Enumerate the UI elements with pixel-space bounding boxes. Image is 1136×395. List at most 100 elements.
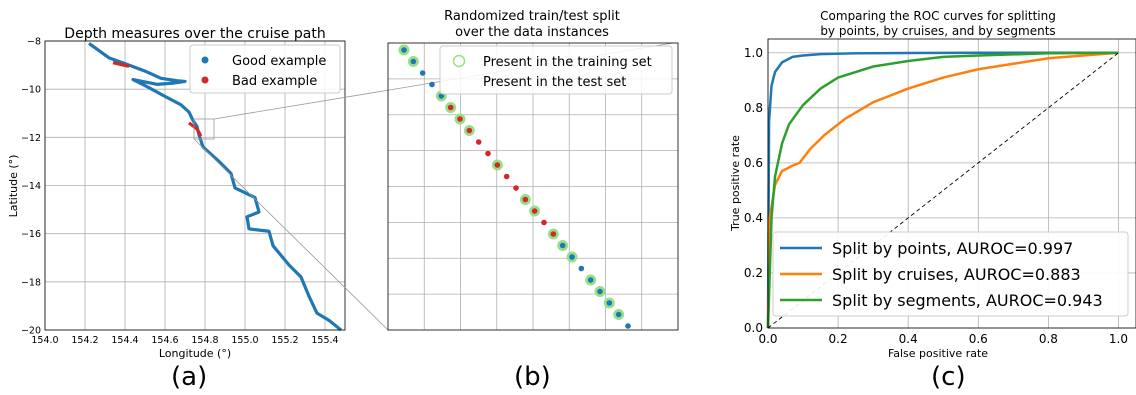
x-tick-label: 154.8 <box>191 335 218 346</box>
data-point <box>475 139 482 145</box>
chart-a-legend-box <box>189 44 341 94</box>
caption-b: (b) <box>514 362 551 392</box>
y-tick-label: 0.4 <box>744 211 763 225</box>
y-tick-label: 1.0 <box>744 46 763 60</box>
data-point <box>522 196 529 203</box>
chart-b-title-line1: Randomized train/test split <box>444 9 620 24</box>
x-tick-label: 155.4 <box>311 335 338 346</box>
chart-c-title-line1: Comparing the ROC curves for splitting <box>820 9 1056 23</box>
y-tick-label: 0.6 <box>744 156 763 170</box>
y-tick-label: −14 <box>21 181 41 192</box>
chance-diagonal <box>767 52 1119 329</box>
x-tick-label: 1.0 <box>1109 332 1128 346</box>
x-tick-label: 0.2 <box>829 332 848 346</box>
data-point <box>447 104 454 111</box>
data-point <box>559 242 566 249</box>
data-point <box>513 185 519 191</box>
y-tick-label: −20 <box>21 326 41 337</box>
panel-a: Depth measures over the cruise path 154.… <box>7 26 346 360</box>
chart-a-frame <box>44 40 346 331</box>
chart-b-points <box>398 44 631 329</box>
data-point <box>569 254 575 260</box>
chart-a-ticks: 154.0 154.2 154.4 154.6 154.8 155.0 155.2 155.4… <box>21 37 339 347</box>
zoom-line-bottom <box>193 138 389 331</box>
chart-a-title: Depth measures over the cruise path <box>64 26 325 42</box>
legend-label-good: Good example <box>232 54 326 69</box>
chart-c-legend: Split by points, AUROC=0.997 Split by cr… <box>772 231 1129 317</box>
chart-c-series <box>766 51 1119 329</box>
chart-b-legend: Present in the training set Present in t… <box>439 45 673 95</box>
y-tick-label: −18 <box>21 277 41 288</box>
x-tick-label: 0.0 <box>758 332 777 346</box>
data-point <box>401 47 407 53</box>
x-tick-label: 154.2 <box>71 335 98 346</box>
panel-b: Randomized train/test split over the dat… <box>387 9 679 331</box>
x-tick-label: 155.0 <box>231 335 258 346</box>
x-tick-label: 0.6 <box>969 332 988 346</box>
y-tick-label: 0.8 <box>744 101 763 115</box>
chart-b-frame <box>387 42 679 331</box>
roc-curve-segments <box>766 51 1119 329</box>
legend-marker-train <box>452 54 466 68</box>
caption-c: (c) <box>931 362 966 392</box>
caption-a: (a) <box>171 362 208 392</box>
y-tick-label: 0.2 <box>744 266 763 280</box>
x-tick-label: 0.4 <box>899 332 918 346</box>
chart-c-ticks: 0.0 0.2 0.4 0.6 0.8 1.0 0.0 0.2 0.4 0.6 0.8 1.0 <box>744 46 1128 346</box>
data-point <box>578 265 585 272</box>
chart-b-title-line2: over the data instances <box>455 25 609 40</box>
data-point <box>410 58 417 65</box>
y-tick-label: 0.0 <box>744 321 763 335</box>
x-tick-label: 154.0 <box>31 335 58 346</box>
legend-label-bad: Bad example <box>232 74 317 89</box>
legend-label-segments: Split by segments, AUROC=0.943 <box>832 291 1103 310</box>
data-point <box>550 231 557 237</box>
y-tick-label: −10 <box>21 85 41 96</box>
y-tick-label: −16 <box>21 229 41 240</box>
y-tick-label: −8 <box>27 37 41 48</box>
x-tick-label: 154.6 <box>151 335 178 346</box>
x-tick-label: 154.4 <box>111 335 138 346</box>
data-point <box>541 219 547 226</box>
series-bad-example <box>112 61 130 68</box>
data-point <box>597 288 603 295</box>
chart-c-xlabel: False positive rate <box>888 347 988 360</box>
x-tick-label: 155.2 <box>271 335 298 346</box>
chart-c-title-line2: by points, by cruises, and by segments <box>820 24 1055 38</box>
legend-marker-good <box>201 56 209 64</box>
chart-a-legend: Good example Bad example <box>189 44 341 94</box>
data-point <box>438 93 445 99</box>
data-point <box>457 116 463 122</box>
chart-c-legend-box <box>772 231 1129 317</box>
chart-c-frame <box>767 38 1136 329</box>
data-point <box>485 150 491 157</box>
legend-label-cruises: Split by cruises, AUROC=0.883 <box>832 265 1081 284</box>
data-point <box>587 277 594 283</box>
data-point <box>615 311 622 318</box>
roc-curve-points <box>766 51 1119 329</box>
chart-a-ylabel: Latitude (°) <box>7 155 20 218</box>
data-point <box>606 300 613 306</box>
zoom-region <box>193 118 215 140</box>
chart-b-legend-box <box>439 45 673 95</box>
legend-label-train: Present in the training set <box>483 55 652 70</box>
roc-curve-cruises <box>766 51 1119 329</box>
chart-a-xlabel: Longitude (°) <box>159 347 231 360</box>
chart-c-ylabel: True positive rate <box>729 135 742 232</box>
data-point <box>466 127 473 134</box>
chart-b-grid <box>388 43 678 330</box>
series-bad-example <box>188 121 203 137</box>
data-point <box>419 70 426 76</box>
data-point <box>503 173 510 180</box>
data-point <box>429 81 435 88</box>
data-point <box>494 162 501 168</box>
legend-label-points: Split by points, AUROC=0.997 <box>832 239 1073 258</box>
chart-a-series <box>88 42 343 332</box>
y-tick-label: −12 <box>21 133 41 144</box>
panel-c: Comparing the ROC curves for splitting b… <box>729 9 1136 360</box>
data-point <box>531 208 538 214</box>
legend-marker-bad <box>201 76 209 84</box>
x-tick-label: 0.8 <box>1039 332 1058 346</box>
legend-label-test: Present in the test set <box>483 75 626 90</box>
